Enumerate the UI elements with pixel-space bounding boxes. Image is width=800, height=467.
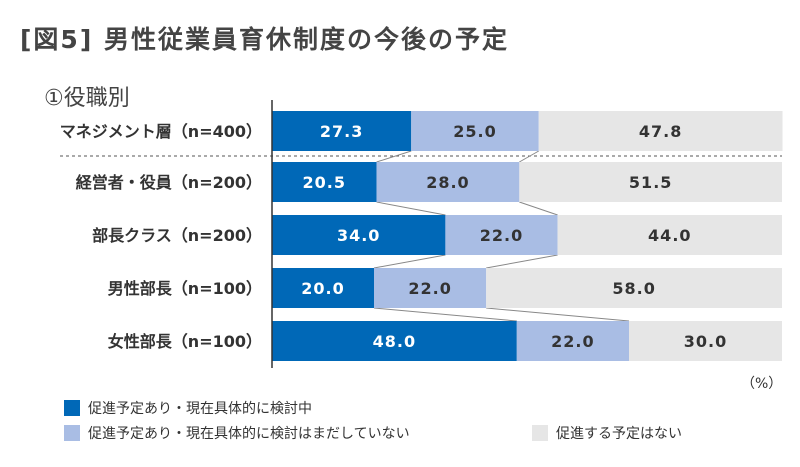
chart-title: [図5] 男性従業員育休制度の今後の予定: [20, 25, 509, 54]
bar-segment: [272, 268, 374, 308]
bar-segment: [272, 215, 446, 255]
data-label: 27.3: [320, 122, 363, 141]
legend-label-not-yet: 促進予定あり・現在具体的に検討はまだしていない: [88, 426, 410, 442]
data-label: 22.0: [480, 226, 523, 245]
unit-label: （%）: [741, 376, 783, 392]
data-label: 30.0: [684, 332, 727, 351]
category-label: 経営者・役員（n=200）: [76, 173, 262, 192]
connector-line: [519, 201, 558, 216]
connector-line: [486, 254, 558, 269]
bar-segment: [486, 268, 782, 308]
legend-swatch-considering: [64, 400, 80, 416]
bar-segment: [376, 162, 520, 202]
bar-segment: [411, 111, 539, 151]
bar-segment: [272, 162, 377, 202]
category-label: 男性部長（n=100）: [108, 279, 262, 298]
legend-label-no-plan: 促進する予定はない: [556, 426, 682, 442]
legend-item-not-yet: 促進予定あり・現在具体的に検討はまだしていない: [64, 423, 410, 443]
legend-item-considering: 促進予定あり・現在具体的に検討中: [64, 398, 312, 418]
bar-segment: [629, 321, 782, 361]
legend-item-no-plan: 促進する予定はない: [532, 423, 682, 443]
data-label: 25.0: [453, 122, 496, 141]
data-label: 58.0: [612, 279, 655, 298]
legend-label-considering: 促進予定あり・現在具体的に検討中: [88, 401, 312, 417]
category-label: マネジメント層（n=400）: [60, 122, 262, 141]
bar-segment: [272, 321, 517, 361]
category-label: 部長クラス（n=200）: [92, 226, 262, 245]
connector-line: [376, 201, 446, 216]
connector-line: [373, 307, 517, 322]
data-label: 34.0: [337, 226, 380, 245]
bar-segment: [516, 321, 629, 361]
connector-line: [373, 254, 446, 269]
bar-segment: [557, 215, 782, 255]
bar-segment: [519, 162, 782, 202]
connector-line: [486, 307, 630, 322]
bar-segment: [445, 215, 558, 255]
data-label: 51.5: [629, 173, 672, 192]
legend-swatch-not-yet: [64, 425, 80, 441]
data-label: 44.0: [648, 226, 691, 245]
data-label: 47.8: [639, 122, 682, 141]
bar-segment: [272, 111, 412, 151]
bar-segment: [538, 111, 783, 151]
data-label: 22.0: [408, 279, 451, 298]
data-label: 22.0: [551, 332, 594, 351]
category-label: 女性部長（n=100）: [108, 332, 262, 351]
legend-swatch-no-plan: [532, 425, 548, 441]
data-label: 48.0: [373, 332, 416, 351]
connector-line: [376, 150, 412, 163]
data-label: 20.5: [303, 173, 346, 192]
connector-line: [519, 150, 539, 163]
bar-segment: [374, 268, 487, 308]
data-label: 20.0: [301, 279, 344, 298]
chart-subtitle: ①役職別: [44, 86, 130, 111]
data-label: 28.0: [426, 173, 469, 192]
